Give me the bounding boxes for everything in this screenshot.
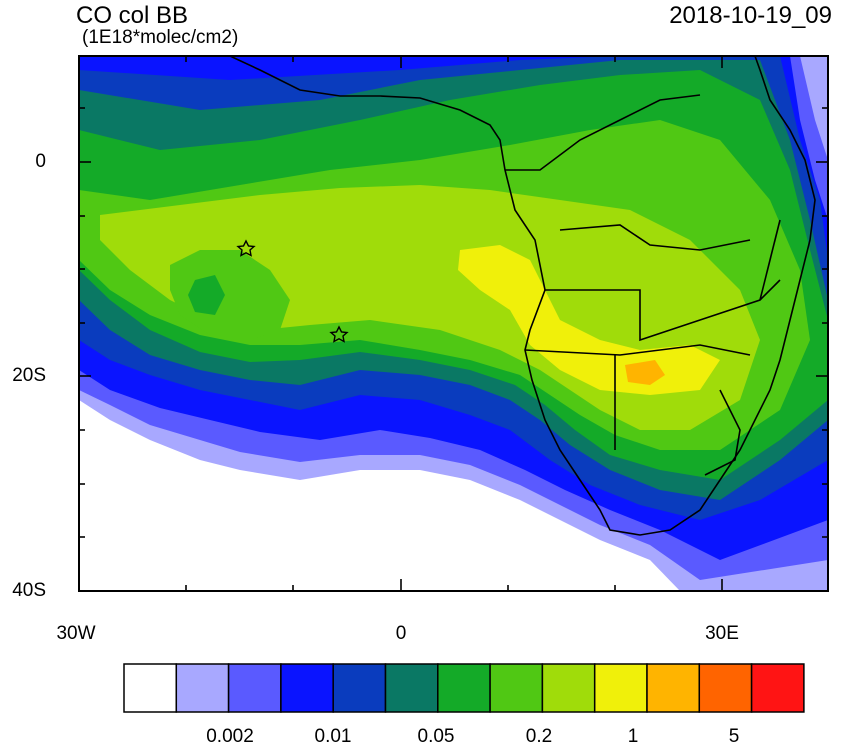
colorbar-swatch	[593, 663, 648, 713]
lon-label-30w: 30W	[56, 623, 96, 644]
lat-label-0: 0	[35, 151, 46, 172]
colorbar-swatch	[541, 663, 596, 713]
colorbar-swatch	[437, 663, 491, 713]
colorbar-label: 1	[627, 726, 639, 747]
datetime-label: 2018-10-19_09	[669, 2, 832, 29]
colorbar-swatch	[280, 663, 334, 713]
colorbar-label: 0.01	[314, 726, 352, 747]
colorbar	[123, 663, 805, 713]
concentration-field	[79, 56, 828, 591]
lon-label-0: 0	[395, 623, 407, 644]
coastlines	[229, 56, 816, 536]
axis-ticks	[79, 56, 828, 592]
colorbar-swatch	[332, 663, 387, 713]
colorbar-label: 0.05	[417, 726, 455, 747]
lat-label-20s: 20S	[12, 365, 46, 386]
star-markers	[236, 239, 349, 343]
colorbar-swatch	[123, 663, 178, 713]
colorbar-swatch	[175, 663, 230, 713]
colorbar-swatch	[227, 663, 282, 713]
map-title: CO col BB	[76, 2, 189, 29]
colorbar-swatch	[698, 663, 753, 713]
colorbar-label: 0.2	[525, 726, 553, 747]
colorbar-swatch	[750, 663, 805, 713]
colorbar-swatch	[384, 663, 439, 713]
lon-label-30e: 30E	[705, 623, 739, 644]
colorbar-swatch	[489, 663, 544, 713]
colorbar-swatch	[646, 663, 701, 713]
colorbar-label: 0.002	[206, 726, 254, 747]
units-label: (1E18*molec/cm2)	[82, 27, 239, 48]
star-marker	[329, 325, 349, 343]
colorbar-label: 5	[728, 726, 740, 747]
lat-label-40s: 40S	[12, 580, 46, 601]
star-marker	[236, 239, 256, 257]
